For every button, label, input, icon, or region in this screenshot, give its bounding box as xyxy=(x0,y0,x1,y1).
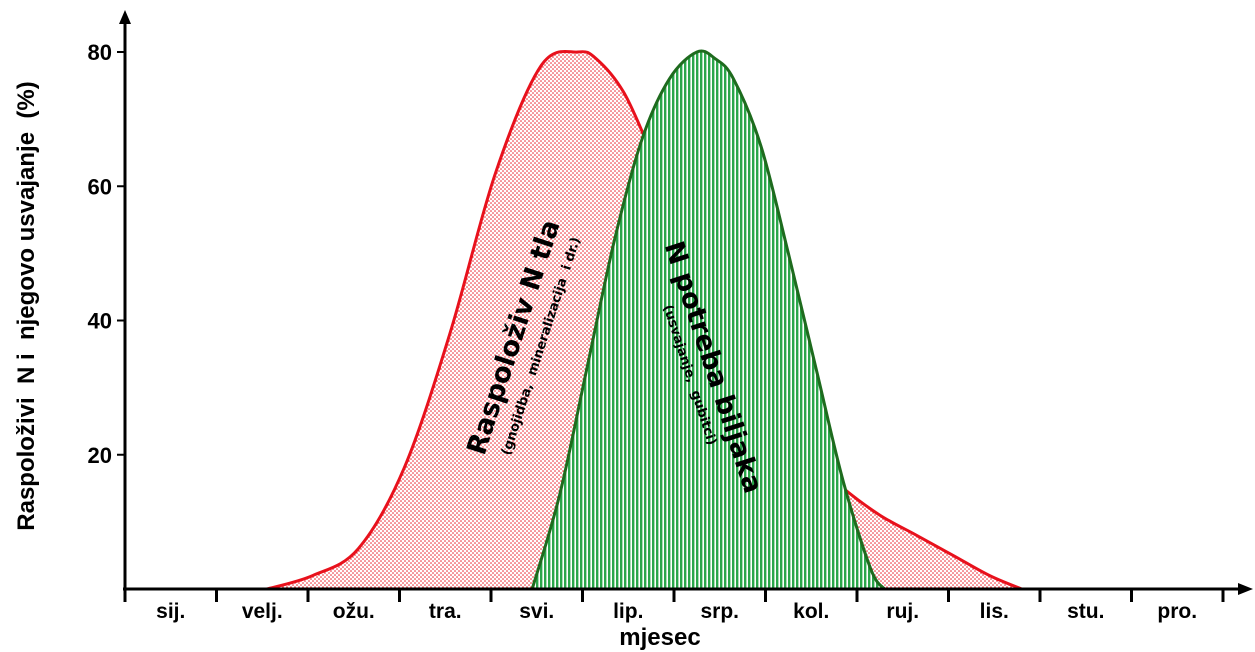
x-tick-label: lis. xyxy=(980,600,1009,623)
ticks: 20 40 60 80 sij. velj. ožu. tra. svi. lip. srp. kol… xyxy=(88,40,1225,623)
y-tick-label: 80 xyxy=(88,40,112,65)
x-axis-label: mjesec xyxy=(619,624,700,651)
x-tick-label: srp. xyxy=(700,600,739,623)
x-tick-label: velj. xyxy=(242,600,283,623)
x-tick-label: sij. xyxy=(156,600,185,623)
y-tick-label: 20 xyxy=(88,443,112,468)
x-tick-label: ruj. xyxy=(886,600,919,623)
x-tick-label: kol. xyxy=(793,600,829,623)
x-tick-label: tra. xyxy=(429,600,462,623)
x-tick-label: svi. xyxy=(519,600,554,623)
plant-demand-area xyxy=(530,49,886,590)
x-tick-label: pro. xyxy=(1157,600,1197,623)
x-tick-label: ožu. xyxy=(333,600,375,623)
y-axis-label: Raspoloživi N i njegovo usvajanje (%) xyxy=(13,81,40,530)
y-tick-label: 60 xyxy=(88,174,112,199)
x-tick-label: stu. xyxy=(1067,600,1104,623)
plot-area xyxy=(266,49,1023,591)
x-axis-arrow xyxy=(1238,583,1253,595)
x-tick-label: lip. xyxy=(613,600,643,623)
y-axis-arrow xyxy=(119,10,131,24)
y-tick-label: 40 xyxy=(88,309,112,334)
